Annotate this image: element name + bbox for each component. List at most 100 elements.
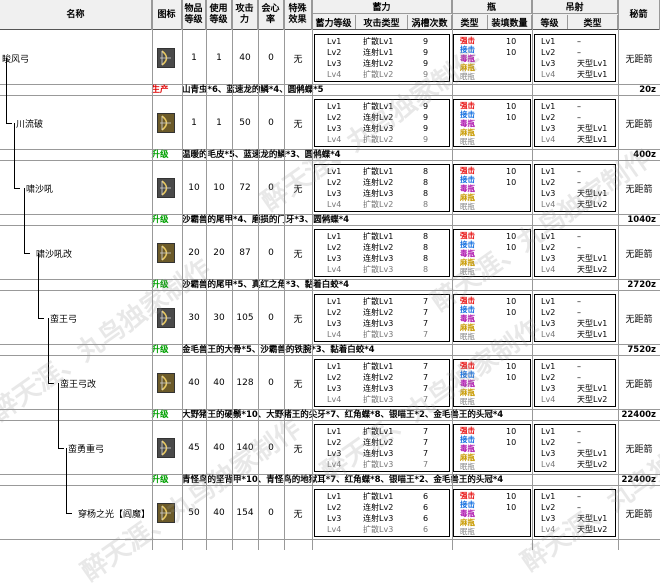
slot-count: 9 bbox=[423, 113, 429, 122]
cost-value: 10 bbox=[213, 183, 225, 193]
bottle-box: 强击 接击 毒瓶 麻瓶 眠瓶 10 10 bbox=[453, 489, 531, 537]
charge-level: Lv2 bbox=[327, 113, 342, 122]
arc-type: 天型Lv1 bbox=[577, 319, 608, 328]
bottle-type: 毒瓶 bbox=[460, 379, 475, 388]
weapon-row bbox=[0, 421, 660, 475]
arc-box: Lv1 – Lv2 – Lv3 天型Lv1 Lv4 天型Lv2 bbox=[534, 424, 616, 472]
attack-value: 140 bbox=[236, 443, 254, 453]
bow-icon bbox=[157, 438, 175, 458]
charge-level: Lv1 bbox=[327, 362, 342, 371]
charge-level: Lv4 bbox=[327, 395, 342, 404]
bottle-type: 眠瓶 bbox=[460, 397, 475, 406]
arc-level: Lv4 bbox=[541, 525, 556, 534]
bottle-type: 毒瓶 bbox=[460, 444, 475, 453]
affinity-value: 0 bbox=[268, 378, 274, 388]
arc-type: – bbox=[577, 178, 581, 187]
rarity-value: 50 bbox=[188, 508, 200, 518]
charge-level: Lv3 bbox=[327, 319, 342, 328]
charge-level: Lv4 bbox=[327, 200, 342, 209]
slot-count: 8 bbox=[423, 232, 429, 241]
attack-value: 128 bbox=[236, 378, 254, 388]
note-row: 生产 山青虫*6、蓝速龙的鳞*4、圆鸺蝶*5 20z bbox=[0, 85, 660, 96]
tree-line bbox=[58, 383, 59, 448]
charge-level: Lv1 bbox=[327, 492, 342, 501]
special-value: 无 bbox=[293, 184, 303, 195]
weapon-name: 啸沙吼 bbox=[26, 185, 54, 195]
arc-type: 天型Lv2 bbox=[577, 525, 608, 534]
weapon-row bbox=[0, 96, 660, 150]
header-arc_level: 等级 bbox=[532, 15, 568, 29]
charge-level: Lv4 bbox=[327, 330, 342, 339]
arc-type: – bbox=[577, 373, 581, 382]
cost-value: 20 bbox=[213, 248, 225, 258]
price-value: 1040z bbox=[627, 215, 656, 225]
attack-type: 连射Lv2 bbox=[363, 113, 394, 122]
bottle-type: 强击 bbox=[460, 296, 475, 305]
weapon-row bbox=[0, 31, 660, 85]
arc-box: Lv1 – Lv2 – Lv3 天型Lv1 Lv4 天型Lv1 bbox=[534, 34, 616, 82]
attack-type: 连射Lv3 bbox=[363, 254, 394, 263]
attack-type: 扩散Lv1 bbox=[363, 37, 394, 46]
header-secret: 秘箭 bbox=[618, 0, 660, 30]
special-value: 无 bbox=[293, 314, 303, 325]
charge-level: Lv3 bbox=[327, 124, 342, 133]
arc-type: – bbox=[577, 243, 581, 252]
tree-line bbox=[14, 123, 15, 188]
affinity-value: 0 bbox=[268, 508, 274, 518]
grid-vline bbox=[452, 0, 453, 550]
charge-level: Lv3 bbox=[327, 514, 342, 523]
slot-count: 7 bbox=[423, 449, 429, 458]
note-tag: 升级 bbox=[151, 150, 169, 160]
tree-branch bbox=[24, 253, 30, 254]
bottle-type: 麻瓶 bbox=[460, 258, 475, 267]
arc-level: Lv3 bbox=[541, 319, 556, 328]
header-special: 特殊 效果 bbox=[284, 0, 312, 30]
bottle-load: 10 bbox=[506, 48, 517, 57]
arc-type: 天型Lv1 bbox=[577, 59, 608, 68]
arc-level: Lv3 bbox=[541, 124, 556, 133]
note-tag: 生产 bbox=[151, 85, 169, 95]
charge-level: Lv3 bbox=[327, 384, 342, 393]
attack-value: 50 bbox=[239, 118, 251, 128]
arc-level: Lv3 bbox=[541, 189, 556, 198]
slot-count: 7 bbox=[423, 330, 429, 339]
slot-count: 7 bbox=[423, 362, 429, 371]
bottle-type: 接击 bbox=[460, 110, 475, 119]
header-attack_type: 攻击类型 bbox=[356, 15, 408, 29]
rarity-value: 30 bbox=[188, 313, 200, 323]
slot-count: 6 bbox=[423, 503, 429, 512]
cost-value: 40 bbox=[213, 443, 225, 453]
bottle-type: 接击 bbox=[460, 305, 475, 314]
bow-icon bbox=[157, 113, 175, 133]
arc-type: – bbox=[577, 113, 581, 122]
weapon-row bbox=[0, 161, 660, 215]
affinity-value: 0 bbox=[268, 248, 274, 258]
bottle-type: 眠瓶 bbox=[460, 202, 475, 211]
slot-count: 8 bbox=[423, 243, 429, 252]
grid-vline bbox=[618, 0, 619, 550]
special-value: 无 bbox=[293, 379, 303, 390]
arc-type: – bbox=[577, 492, 581, 501]
charge-box: Lv1 扩散Lv1 7 Lv2 连射Lv2 7 Lv3 连射Lv3 7 Lv4 扩散Lv3 7 bbox=[314, 424, 450, 472]
tree-branch bbox=[6, 123, 12, 124]
bottle-type: 麻瓶 bbox=[460, 518, 475, 527]
attack-type: 连射Lv3 bbox=[363, 449, 394, 458]
charge-box: Lv1 扩散Lv1 7 Lv2 连射Lv2 7 Lv3 连射Lv3 7 Lv4 扩散Lv3 7 bbox=[314, 294, 450, 342]
tree-line bbox=[6, 58, 7, 123]
arc-level: Lv4 bbox=[541, 200, 556, 209]
slot-count: 9 bbox=[423, 70, 429, 79]
arc-level: Lv1 bbox=[541, 167, 556, 176]
bottle-type: 强击 bbox=[460, 166, 475, 175]
note-row: 升级 青怪鸟的坚背甲*10、青怪鸟的地狱耳*7、红角蝶*8、银喵王*2、金毛兽王的… bbox=[0, 475, 660, 486]
arc-level: Lv3 bbox=[541, 514, 556, 523]
charge-level: Lv2 bbox=[327, 48, 342, 57]
arc-level: Lv4 bbox=[541, 135, 556, 144]
bottle-type: 接击 bbox=[460, 175, 475, 184]
weapon-row bbox=[0, 486, 660, 540]
bottle-type: 强击 bbox=[460, 36, 475, 45]
slot-count: 8 bbox=[423, 167, 429, 176]
charge-level: Lv1 bbox=[327, 102, 342, 111]
bottle-type: 毒瓶 bbox=[460, 119, 475, 128]
attack-value: 154 bbox=[236, 508, 254, 518]
material-list: 金毛兽王的大骨*5、沙霸兽的铁腕*3、黏着白蛟*4 bbox=[182, 345, 375, 355]
